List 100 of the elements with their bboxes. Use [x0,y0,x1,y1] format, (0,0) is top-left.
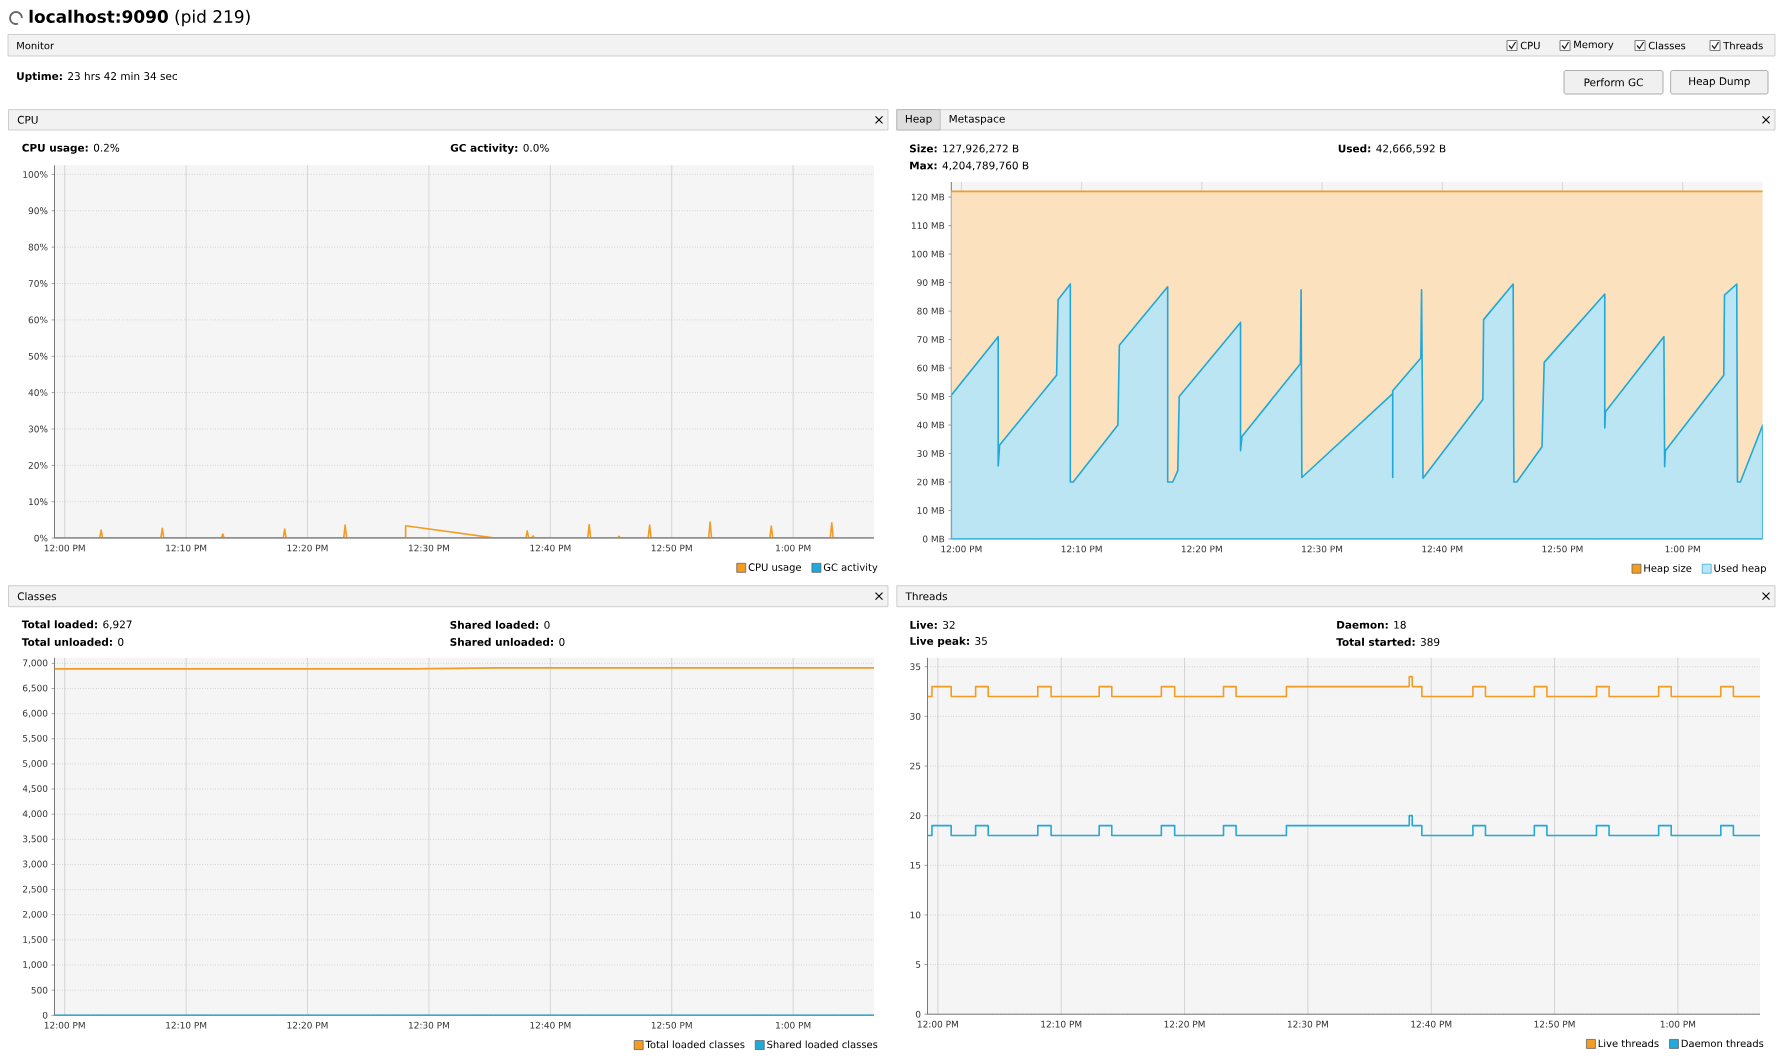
x-tick-label: 12:00 PM [917,1020,958,1028]
y-tick-label: 0 [915,1010,921,1018]
y-tick-label: 500 [31,986,48,994]
x-tick-label: 12:10 PM [166,1021,207,1029]
legend-label: Used heap [1714,564,1766,574]
x-tick-label: 12:20 PM [1164,1020,1205,1028]
text: Shared loaded: 0 [450,620,550,629]
y-tick-label: 90 MB [917,279,945,286]
x-tick-label: 12:20 PM [1181,545,1222,553]
text: Live peak: 35 [910,636,987,647]
text: localhost:9090 (pid 219) [29,9,250,27]
y-tick-label: 40% [28,389,48,397]
x-tick-label: 12:30 PM [408,544,449,552]
legend-label: GC activity [823,563,878,573]
x-tick-label: 1:00 PM [1665,545,1700,553]
text: Total loaded: 6,927 [21,620,132,630]
y-tick-label: 50 MB [917,393,945,400]
y-tick-label: 4,000 [22,810,48,819]
y-tick-label: 20 MB [917,478,945,486]
y-tick-label: 100 MB [911,250,945,258]
text: CPU [1520,41,1540,50]
y-tick-label: 7,000 [23,659,48,668]
x-tick-label: 12:30 PM [1287,1020,1328,1028]
chart-title: Threads [905,592,948,601]
text: Monitor [17,41,55,50]
y-tick-label: 120 MB [911,193,945,201]
x-tick-label: 1:00 PM [1660,1020,1696,1028]
y-tick-label: 5,500 [23,734,48,743]
y-tick-label: 30 [910,712,921,720]
x-tick-label: 12:40 PM [1422,545,1463,553]
legend-label: Live threads [1598,1039,1659,1048]
y-tick-label: 5 [915,961,921,968]
x-tick-label: 12:40 PM [530,544,571,552]
y-tick-label: 3,500 [23,835,48,844]
y-tick-label: 70 MB [917,336,945,343]
x-tick-label: 12:50 PM [1534,1020,1575,1028]
text: Uptime: 23 hrs 42 min 34 sec [17,71,178,83]
y-tick-label: 10 [910,911,921,919]
x-tick-label: 12:50 PM [651,544,692,552]
y-tick-label: 90% [28,207,48,215]
y-tick-label: 6,500 [22,684,48,693]
y-tick-label: 70% [28,280,48,287]
y-tick-label: 1,000 [23,961,48,969]
text: Daemon: 18 [1337,620,1406,629]
y-tick-label: 0 [42,1011,48,1019]
chart-title: CPU [17,115,38,124]
x-tick-label: 12:30 PM [1302,545,1343,553]
text: Size: 127,926,272 B [909,144,1019,154]
x-tick-label: 12:40 PM [1411,1020,1452,1028]
y-tick-label: 0% [34,534,48,542]
text: Heap Dump [1689,77,1750,88]
text: Total unloaded: 0 [21,637,124,646]
y-tick-label: 15 [910,861,921,869]
y-tick-label: 6,000 [22,709,48,718]
x-tick-label: 12:10 PM [1041,1020,1082,1028]
chart-subtitle: Metaspace [949,114,1005,125]
x-tick-label: 12:50 PM [651,1021,692,1029]
text: Threads [1723,41,1763,50]
legend-label: CPU usage [748,563,802,573]
y-tick-label: 10 MB [917,507,945,514]
text: Total started: 389 [1336,637,1440,646]
y-tick-label: 25 [910,762,921,770]
text: Perform GC [1584,78,1643,87]
y-tick-label: 2,000 [22,910,48,919]
text: Memory [1574,40,1614,51]
legend-label: Daemon threads [1681,1039,1764,1048]
x-tick-label: 12:10 PM [1061,545,1102,553]
x-tick-label: 12:00 PM [941,545,982,553]
y-tick-label: 60% [28,316,48,324]
text: Used: 42,666,592 B [1338,144,1446,154]
y-tick-label: 60 MB [917,364,945,372]
y-tick-label: 3,000 [23,860,48,869]
x-tick-label: 12:10 PM [166,544,207,552]
y-tick-label: 2,500 [22,885,48,894]
y-tick-label: 35 [910,663,921,671]
text: Max: 4,204,789,760 B [910,161,1029,171]
x-tick-label: 12:20 PM [287,1021,328,1029]
y-tick-label: 80 MB [917,307,945,315]
x-tick-label: 12:40 PM [530,1021,571,1029]
y-tick-label: 1,500 [23,936,48,944]
y-tick-label: 30 MB [917,450,945,457]
text: GC activity: 0.0% [450,143,549,154]
y-tick-label: 20% [28,461,48,469]
y-tick-label: 30% [28,425,48,433]
text: Shared unloaded: 0 [450,637,565,646]
y-tick-label: 100% [23,171,48,178]
y-tick-label: 10% [29,498,48,506]
y-tick-label: 0 MB [922,535,945,543]
y-tick-label: 80% [28,243,48,251]
legend-label: Shared loaded classes [767,1040,878,1049]
x-tick-label: 12:00 PM [44,544,85,552]
x-tick-label: 12:20 PM [287,544,328,552]
text: Live: 32 [910,620,955,629]
y-tick-label: 50% [28,352,48,360]
x-tick-label: 12:00 PM [44,1021,85,1029]
y-tick-label: 110 MB [911,222,945,229]
x-tick-label: 1:00 PM [776,544,811,552]
x-tick-label: 12:30 PM [408,1021,449,1029]
y-tick-label: 4,500 [22,785,48,793]
x-tick-label: 1:00 PM [776,1021,811,1029]
